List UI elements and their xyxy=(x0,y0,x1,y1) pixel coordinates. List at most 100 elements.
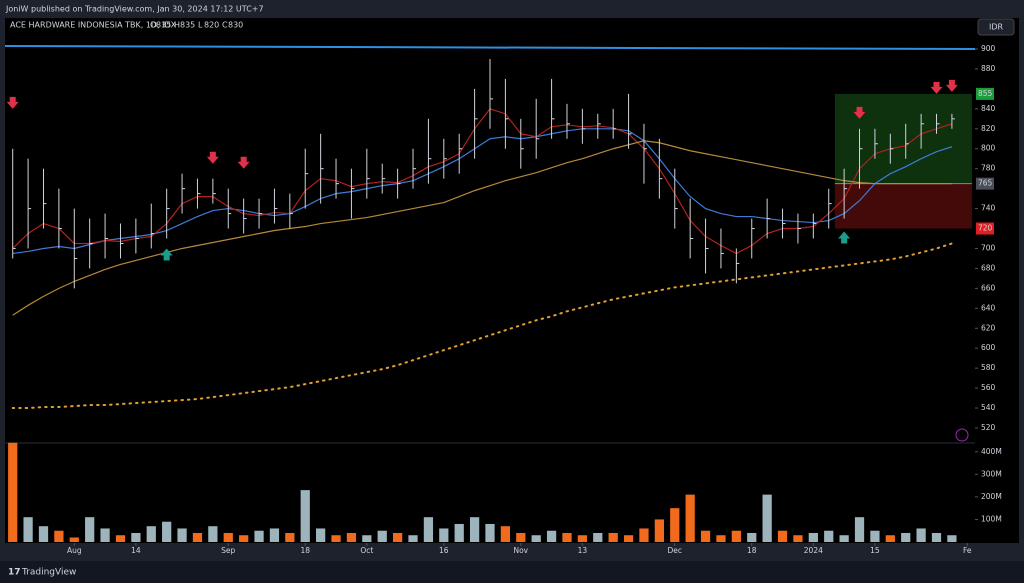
volume-bar xyxy=(38,526,49,542)
logo: 17 xyxy=(8,568,21,578)
symbol: ACE HARDWARE INDONESIA TBK, 1D, IDX xyxy=(10,21,177,30)
ohlc-value: 835 xyxy=(156,21,171,30)
volume-bar xyxy=(608,532,618,542)
volume-bar xyxy=(23,517,33,542)
volume-bar xyxy=(531,535,541,542)
volume-bar xyxy=(115,535,126,542)
volume-bar xyxy=(131,532,141,542)
volume-bar xyxy=(670,508,680,542)
buy-signal xyxy=(160,248,173,261)
x-tick-label: Oct xyxy=(360,546,373,555)
volume-bar xyxy=(562,532,572,542)
volume-bar xyxy=(223,532,233,542)
volume-bar xyxy=(500,526,511,542)
x-tick-label: 16 xyxy=(439,546,449,555)
volume-bar xyxy=(824,530,834,542)
volume-bar xyxy=(793,535,803,542)
volume-bar xyxy=(146,526,156,542)
volume-bar xyxy=(362,535,372,542)
buy-signal xyxy=(838,231,851,244)
volume-bar xyxy=(762,494,772,542)
volume-bar xyxy=(162,521,172,542)
y-tick-label: 660 xyxy=(981,283,996,292)
volume-bar xyxy=(346,532,357,542)
volume-bar xyxy=(839,535,849,542)
ohlc-label: O xyxy=(150,21,156,30)
volume-bar xyxy=(870,530,880,542)
volume-bar xyxy=(747,532,757,542)
byline: JoniW published on TradingView.com, Jan … xyxy=(5,5,264,14)
x-tick-label: Aug xyxy=(67,546,82,555)
ohlc-value: 820 xyxy=(204,21,219,30)
volume-bar xyxy=(716,535,726,542)
sell-signal xyxy=(930,81,943,94)
x-tick-label: 15 xyxy=(870,546,880,555)
sell-signal xyxy=(237,156,250,169)
volume-bar xyxy=(916,528,926,542)
volume-bar xyxy=(239,535,249,542)
volume-bar xyxy=(685,494,695,542)
volume-bar xyxy=(423,517,434,542)
stop-tag xyxy=(976,222,994,235)
volume-tick-label: 300M xyxy=(981,469,1002,478)
y-tick-label: 600 xyxy=(981,343,996,352)
x-tick-label: 18 xyxy=(300,546,310,555)
currency: IDR xyxy=(989,23,1004,32)
x-tick-label: Fe xyxy=(963,546,972,555)
moving-average xyxy=(12,108,953,255)
ohlc-value: 830 xyxy=(228,21,243,30)
volume-bar xyxy=(931,532,942,542)
y-tick-label: 700 xyxy=(981,243,996,252)
ohlc-label: L xyxy=(198,21,203,30)
alert-icon[interactable] xyxy=(955,428,969,442)
volume-tick-label: 100M xyxy=(981,514,1002,523)
y-tick-label: 900 xyxy=(981,44,996,53)
volume-bar xyxy=(731,530,741,542)
moving-average xyxy=(12,128,953,255)
volume-bar xyxy=(854,517,865,542)
volume-bar xyxy=(454,523,464,542)
y-tick-label: 800 xyxy=(981,144,996,153)
y-tick-label: 880 xyxy=(981,64,996,73)
x-tick-label: Sep xyxy=(221,546,235,555)
volume-bar xyxy=(623,535,634,542)
volume-bar xyxy=(639,528,649,542)
volume-bar xyxy=(300,490,310,542)
stop-tag-label: 720 xyxy=(978,224,993,233)
volume-bar xyxy=(85,517,95,542)
volume-bar xyxy=(285,532,295,542)
volume-bar xyxy=(808,532,818,542)
ohlc-label: C xyxy=(222,21,228,30)
entry-tag-label: 765 xyxy=(978,179,993,188)
y-tick-label: 580 xyxy=(981,363,996,372)
volume-bar xyxy=(777,530,788,542)
volume-bar xyxy=(54,530,64,542)
y-tick-label: 680 xyxy=(981,263,996,272)
moving-average xyxy=(11,242,953,410)
volume-tick-label: 400M xyxy=(981,447,1002,456)
volume-bar xyxy=(254,530,264,542)
volume-bar xyxy=(593,532,603,542)
volume-bar xyxy=(901,532,911,542)
volume-bar xyxy=(377,530,387,542)
y-tick-label: 780 xyxy=(981,164,996,173)
footer-bar xyxy=(0,561,1024,583)
volume-bar xyxy=(577,535,587,542)
volume-bar xyxy=(700,530,711,542)
sell-signal xyxy=(6,96,19,109)
volume-bar xyxy=(947,535,957,542)
y-tick-label: 840 xyxy=(981,104,996,113)
sell-signal xyxy=(853,106,866,119)
volume-bar xyxy=(8,442,18,542)
y-tick-label: 740 xyxy=(981,204,996,213)
volume-bar xyxy=(192,532,203,542)
y-tick-label: 560 xyxy=(981,383,996,392)
sell-signal xyxy=(945,79,958,92)
currency-button[interactable] xyxy=(977,18,1015,36)
y-tick-label: 620 xyxy=(981,323,996,332)
x-tick-label: Dec xyxy=(668,546,683,555)
volume-bar xyxy=(516,532,526,542)
y-tick-label: 520 xyxy=(981,423,996,432)
